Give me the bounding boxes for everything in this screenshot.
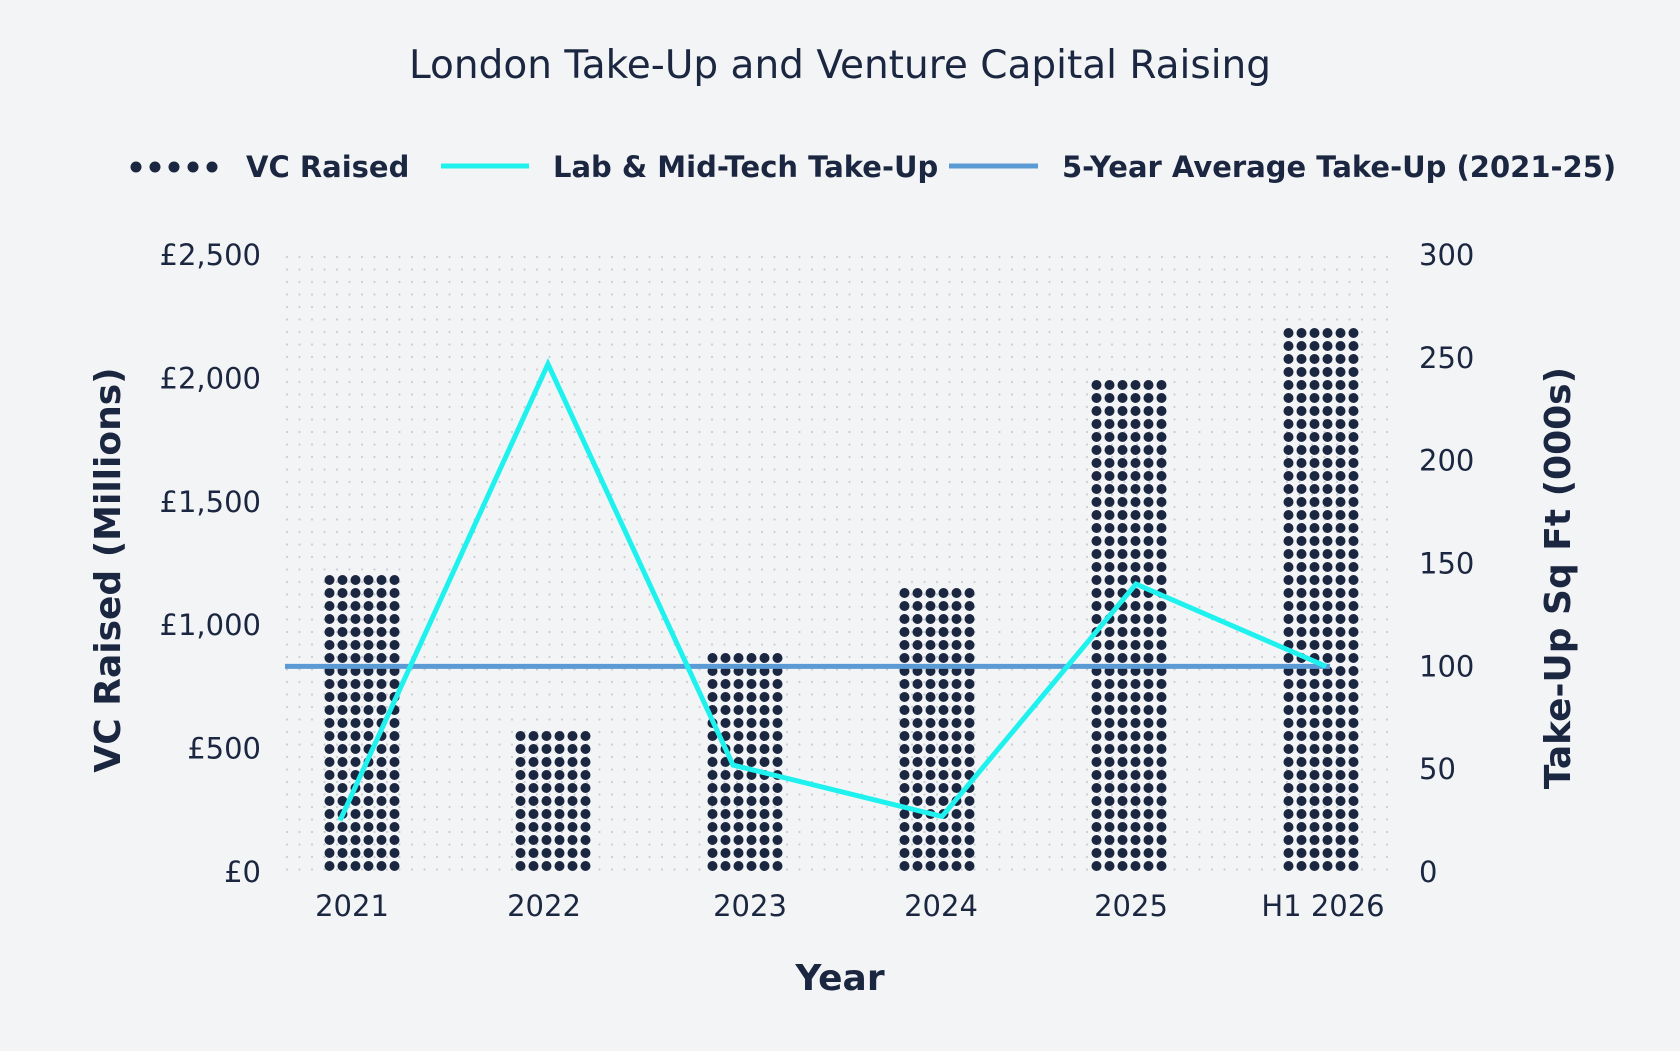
y-tick-left: £2,500 — [160, 238, 261, 272]
y-tick-right: 0 — [1419, 855, 1437, 889]
legend-swatch-vc-raised — [130, 161, 218, 173]
chart-title: London Take-Up and Venture Capital Raisi… — [409, 43, 1271, 88]
legend-label-take-up: Lab & Mid-Tech Take-Up — [553, 150, 938, 184]
y-tick-left: £0 — [224, 855, 261, 889]
y-tick-right: 300 — [1419, 238, 1474, 272]
y-tick-right: 150 — [1419, 547, 1474, 581]
bars — [324, 328, 1359, 871]
y-tick-right: 100 — [1419, 649, 1474, 683]
x-tick: 2023 — [713, 889, 787, 923]
y-tick-right: 250 — [1419, 341, 1474, 375]
bar-2022 — [515, 731, 591, 871]
y-tick-left: £500 — [187, 732, 261, 766]
y-tick-left: £1,500 — [160, 485, 261, 519]
tick-labels: £0 £500 £1,000 £1,500 £2,000 £2,500 0 50 100 150 2… — [160, 238, 1475, 923]
y-tick-left: £2,000 — [160, 361, 261, 395]
bar-2025 — [1091, 380, 1167, 871]
y-axis-title-left: VC Raised (Millions) — [88, 367, 129, 772]
bar-h1-2026 — [1283, 328, 1359, 871]
y-tick-right: 50 — [1419, 752, 1456, 786]
y-tick-right: 200 — [1419, 444, 1474, 478]
dot-grid — [285, 255, 1395, 872]
legend-label-vc-raised: VC Raised — [246, 150, 409, 184]
x-tick: 2021 — [315, 889, 389, 923]
take-up-line — [337, 358, 1327, 822]
lines — [285, 358, 1330, 822]
x-tick: 2025 — [1094, 889, 1168, 923]
x-tick: H1 2026 — [1261, 889, 1384, 923]
x-tick: 2024 — [904, 889, 978, 923]
y-axis-title-right: Take-Up Sq Ft (000s) — [1538, 367, 1579, 789]
legend-label-average: 5-Year Average Take-Up (2021-25) — [1062, 150, 1616, 184]
grid-dots — [285, 255, 1395, 872]
x-tick: 2022 — [507, 889, 581, 923]
bar-2021 — [324, 575, 400, 871]
y-tick-left: £1,000 — [160, 608, 261, 642]
legend: VC Raised Lab & Mid-Tech Take-Up 5-Year … — [130, 150, 1616, 184]
bar-2023 — [707, 653, 783, 871]
x-axis-title: Year — [794, 958, 884, 999]
